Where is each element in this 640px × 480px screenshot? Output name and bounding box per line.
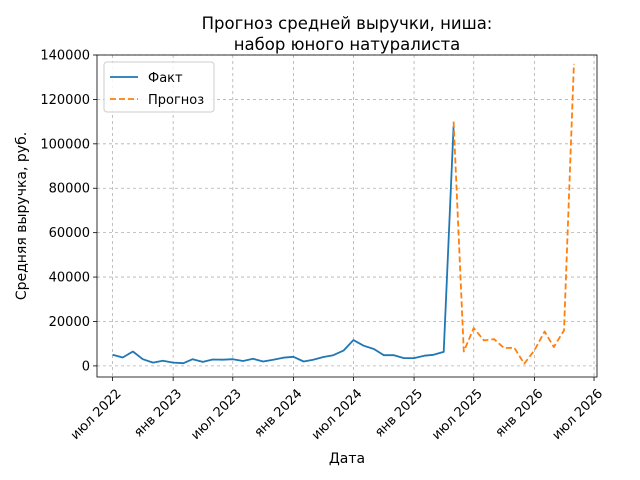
x-tick-label: июл 2022 [68,386,125,443]
series-line-actual [112,126,455,365]
y-tick-label: 140000 [40,49,90,64]
y-tick-label: 60000 [49,226,90,241]
series-line-forecast [452,63,575,365]
legend-entry-label: Прогноз [148,93,204,108]
y-tick-label: 20000 [49,315,90,330]
y-tick-label: 120000 [40,93,90,108]
chart-title-line-2: набор юного натуралиста [234,35,461,54]
series-layer [112,63,575,365]
x-tick-label: июл 2024 [309,386,366,443]
y-tick-label: 0 [82,359,90,374]
chart-title: Прогноз средней выручки, ниша: набор юно… [202,14,493,54]
x-tick-label: июл 2026 [550,386,607,443]
y-axis: 0 20000 40000 60000 80000 100000 120000 140000 [40,49,97,374]
y-axis-label: Средняя выручка, руб. [14,132,30,300]
x-axis-label: Дата [329,451,365,467]
y-tick-label: 100000 [40,137,90,152]
x-tick-label: июл 2023 [188,386,245,443]
y-tick-label: 80000 [49,182,90,197]
plot-area-frame [96,54,598,378]
x-tick-label: янв 2025 [372,386,426,440]
legend-entry-label: Факт [148,71,183,86]
x-tick-label: янв 2024 [252,386,306,440]
x-tick-label: янв 2026 [493,386,547,440]
chart-title-line-1: Прогноз средней выручки, ниша: [202,14,493,33]
x-axis: июл 2022 янв 2023 июл 2023 янв 2024 июл 2024… [68,377,606,443]
legend: Факт Прогноз [103,61,215,113]
x-tick-label: янв 2023 [131,386,185,440]
y-tick-label: 40000 [49,271,90,286]
x-tick-label: июл 2025 [429,386,486,443]
